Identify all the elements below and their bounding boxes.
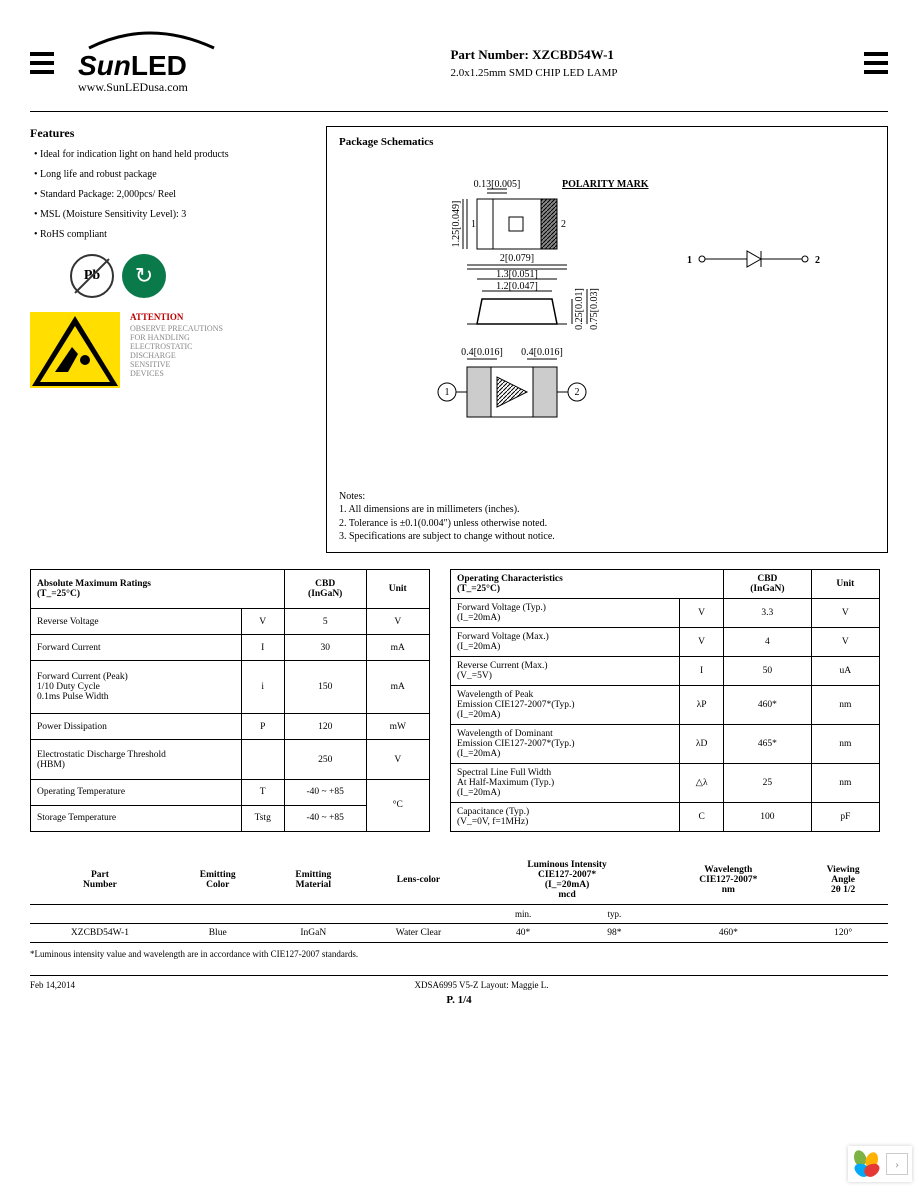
summary-table: Part NumberEmitting ColorEmitting Materi… <box>30 856 888 943</box>
menu-icon-right[interactable] <box>864 52 888 74</box>
svg-text:1.3[0.051]: 1.3[0.051] <box>496 269 538 280</box>
part-number-line: Part Number: XZCBD54W-1 <box>450 47 617 63</box>
feature-item: Standard Package: 2,000pcs/ Reel <box>34 189 310 200</box>
footer-doc: XDSA6995 V5-Z Layout: Maggie L. <box>414 980 548 990</box>
svg-text:2: 2 <box>561 219 566 230</box>
svg-text:1.25[0.049]: 1.25[0.049] <box>451 201 462 248</box>
feature-item: RoHS compliant <box>34 229 310 240</box>
schematic-title: Package Schematics <box>339 135 875 150</box>
svg-text:POLARITY MARK: POLARITY MARK <box>562 179 649 190</box>
bottom-widget[interactable]: › <box>848 1146 912 1182</box>
svg-text:2: 2 <box>815 255 820 266</box>
feature-item: Long life and robust package <box>34 169 310 180</box>
logo-text-1: Sun <box>78 50 131 81</box>
pb-free-icon: Pb <box>70 254 114 298</box>
svg-text:0.4[0.016]: 0.4[0.016] <box>521 347 563 358</box>
feature-item: Ideal for indication light on hand held … <box>34 149 310 160</box>
part-description: 2.0x1.25mm SMD CHIP LED LAMP <box>450 67 617 79</box>
rohs-icon: ↻ <box>122 254 166 298</box>
schematic-notes: Notes: 1. All dimensions are in millimet… <box>339 490 875 544</box>
page-number: P. 1/4 <box>30 994 888 1006</box>
svg-text:1: 1 <box>471 219 476 230</box>
svg-text:1: 1 <box>687 255 692 266</box>
features-list: Ideal for indication light on hand held … <box>30 149 310 240</box>
svg-text:0.4[0.016]: 0.4[0.016] <box>461 347 503 358</box>
svg-text:0.25[0.01]: 0.25[0.01] <box>574 288 585 330</box>
menu-icon[interactable] <box>30 52 54 74</box>
petal-logo-icon <box>852 1150 880 1178</box>
svg-text:0.13[0.005]: 0.13[0.005] <box>474 179 521 190</box>
logo: SunLED www.SunLEDusa.com <box>78 30 224 95</box>
abs-max-table: Absolute Maximum Ratings(T_=25°C) CBD(In… <box>30 569 430 832</box>
next-button[interactable]: › <box>886 1153 908 1175</box>
features-title: Features <box>30 126 310 141</box>
svg-text:1: 1 <box>445 387 450 398</box>
svg-text:2[0.079]: 2[0.079] <box>500 253 534 264</box>
svg-text:0.75[0.03]: 0.75[0.03] <box>589 288 600 330</box>
schematic-box: Package Schematics 0.13[0.005] POLARITY … <box>326 126 888 553</box>
esd-text: ATTENTION OBSERVE PRECAUTIONS FOR HANDLI… <box>130 312 223 388</box>
esd-warning-icon <box>30 312 120 388</box>
svg-text:2: 2 <box>575 387 580 398</box>
logo-text-2: LED <box>131 50 187 81</box>
footer-date: Feb 14,2014 <box>30 980 75 990</box>
op-char-table: Operating Characteristics(T_=25°C) CBD(I… <box>450 569 880 832</box>
logo-url: www.SunLEDusa.com <box>78 80 224 95</box>
feature-item: MSL (Moisture Sensitivity Level): 3 <box>34 209 310 220</box>
footnote: *Luminous intensity value and wavelength… <box>30 949 888 959</box>
svg-text:1.2[0.047]: 1.2[0.047] <box>496 281 538 292</box>
